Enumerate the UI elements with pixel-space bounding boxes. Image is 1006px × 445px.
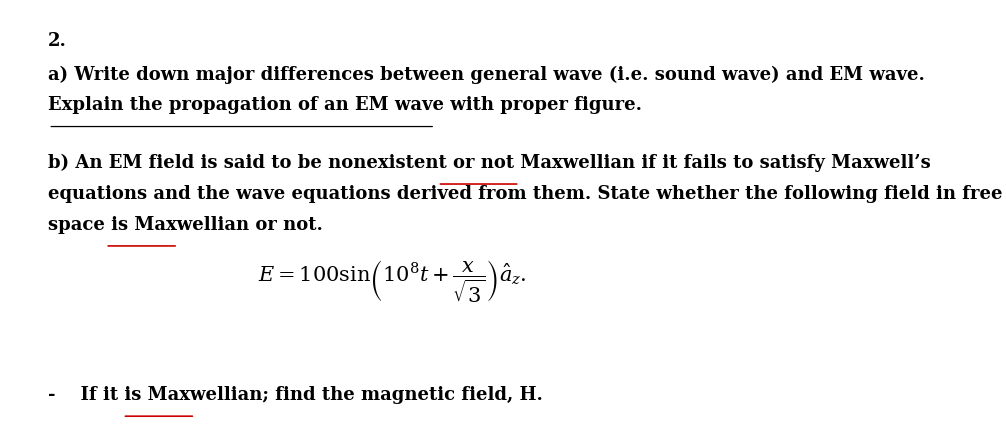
Text: -    If it is Maxwellian; find the magnetic field, H.: - If it is Maxwellian; find the magnetic… — [48, 386, 543, 404]
Text: 2.: 2. — [48, 32, 67, 50]
Text: Explain the propagation of an EM wave with proper figure.: Explain the propagation of an EM wave wi… — [48, 97, 642, 114]
Text: equations and the wave equations derived from them. State whether the following : equations and the wave equations derived… — [48, 185, 1003, 203]
Text: a) Write down major differences between general wave (i.e. sound wave) and EM wa: a) Write down major differences between … — [48, 65, 926, 84]
Text: $E = 100\sin\!\left(10^8 t + \dfrac{x}{\sqrt{3}}\right)\hat{a}_z.$: $E = 100\sin\!\left(10^8 t + \dfrac{x}{\… — [258, 259, 526, 305]
Text: b) An EM field is said to be nonexistent or not Maxwellian if it fails to satisf: b) An EM field is said to be nonexistent… — [48, 154, 931, 172]
Text: space is Maxwellian or not.: space is Maxwellian or not. — [48, 216, 323, 234]
